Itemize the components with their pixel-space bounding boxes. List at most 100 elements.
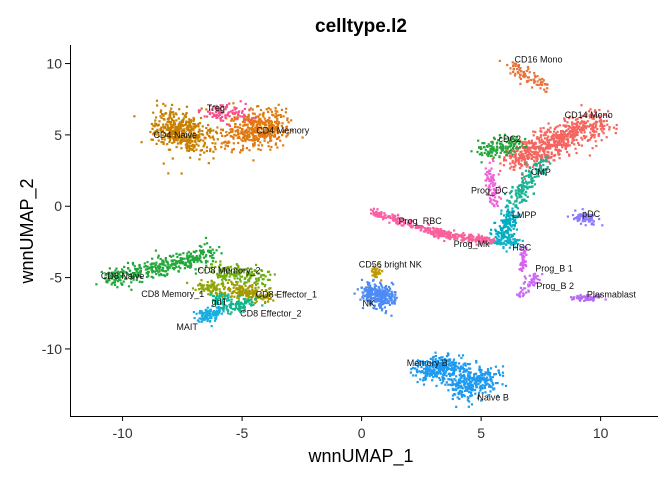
cell-point	[524, 287, 527, 290]
cell-point	[480, 385, 483, 388]
cell-point	[457, 378, 461, 381]
cell-point	[189, 142, 192, 145]
cell-point	[172, 263, 175, 266]
cell-point	[583, 296, 586, 299]
cell-point	[476, 150, 479, 154]
cell-point	[519, 73, 522, 76]
cell-point	[503, 242, 506, 245]
cell-point	[232, 102, 235, 105]
cell-point	[264, 289, 267, 292]
cell-point	[488, 378, 491, 381]
cell-point	[568, 125, 571, 129]
cell-point	[236, 300, 239, 304]
cell-point	[243, 297, 247, 300]
cell-point	[372, 207, 375, 210]
cell-point	[489, 377, 492, 380]
cell-point	[371, 274, 374, 277]
cell-point	[252, 135, 255, 138]
cell-point	[236, 116, 239, 119]
cell-point	[254, 135, 257, 138]
x-axis-label: wnnUMAP_1	[307, 446, 413, 467]
cell-point	[591, 297, 594, 300]
cell-point	[227, 267, 230, 270]
cell-point	[152, 133, 155, 136]
cell-point	[452, 372, 455, 375]
cell-point	[250, 270, 253, 273]
cell-point	[450, 236, 453, 239]
cell-point	[516, 197, 519, 200]
cell-point	[504, 384, 508, 387]
cell-point	[515, 63, 518, 66]
cell-point	[198, 140, 201, 143]
cell-point	[518, 142, 521, 145]
cell-point	[174, 132, 177, 135]
cell-point	[158, 270, 161, 273]
cell-point	[215, 113, 218, 116]
cell-point	[590, 128, 593, 131]
cell-point	[533, 280, 536, 284]
cell-point	[461, 367, 464, 370]
cell-point	[488, 372, 492, 376]
cell-point	[440, 363, 443, 366]
cell-point	[422, 383, 426, 386]
cell-point	[520, 159, 523, 162]
cell-point	[227, 288, 230, 291]
cell-point	[545, 168, 548, 171]
cell-point	[222, 305, 225, 308]
cell-point	[233, 267, 237, 270]
cell-point	[573, 122, 576, 125]
cell-point	[571, 136, 574, 139]
cell-point	[490, 141, 493, 144]
cell-point	[237, 301, 240, 304]
cell-point	[445, 359, 448, 362]
cell-point	[231, 109, 234, 112]
cell-point	[129, 272, 132, 275]
cell-point	[170, 264, 173, 267]
cell-point	[457, 366, 460, 369]
cell-point	[509, 67, 512, 70]
cell-point	[146, 272, 149, 276]
cell-point	[566, 143, 570, 146]
cell-point	[250, 275, 253, 278]
cell-point	[528, 166, 532, 169]
cell-point	[162, 123, 165, 126]
cell-point	[383, 286, 386, 289]
cell-point	[237, 114, 240, 117]
cell-point	[222, 308, 225, 311]
cell-point	[113, 279, 116, 282]
cell-point	[519, 295, 522, 298]
cell-point	[108, 267, 111, 270]
cell-point	[180, 257, 183, 260]
cell-point	[255, 120, 258, 123]
cell-point	[429, 372, 432, 375]
cell-point	[207, 124, 210, 127]
cell-point	[275, 114, 278, 118]
cell-point	[593, 110, 596, 113]
cell-point	[229, 313, 232, 316]
cell-point	[160, 273, 163, 277]
cell-point	[129, 278, 132, 281]
cell-point	[478, 367, 481, 370]
cell-point	[504, 137, 507, 140]
cell-point	[458, 389, 461, 392]
cell-point	[218, 308, 221, 311]
cell-point	[456, 381, 459, 384]
cell-point	[498, 225, 501, 228]
cell-point	[498, 231, 501, 235]
cell-point	[243, 113, 246, 116]
cell-point	[490, 239, 493, 242]
cell-point	[245, 128, 248, 131]
cell-point	[501, 144, 504, 147]
cell-point	[110, 283, 113, 286]
cell-point	[584, 220, 587, 223]
cell-point	[591, 124, 595, 127]
cell-point	[505, 235, 508, 239]
cell-point	[262, 131, 265, 134]
cell-point	[490, 386, 493, 389]
cell-point	[395, 217, 398, 220]
cell-point	[285, 135, 288, 138]
cell-point	[178, 121, 181, 124]
cell-point	[598, 217, 601, 221]
cell-point	[211, 112, 214, 115]
cell-point	[571, 140, 574, 143]
